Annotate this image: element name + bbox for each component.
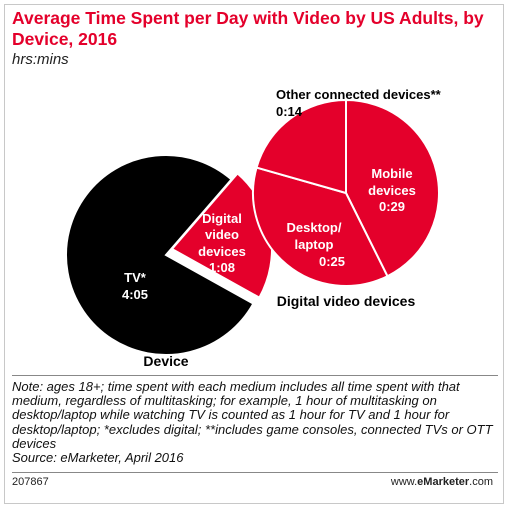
slice-mobile-devices	[345, 98, 440, 278]
digital-pie	[252, 98, 440, 287]
slice-other-connected-devices	[255, 98, 347, 195]
chart-note: Note: ages 18+; time spent with each med…	[12, 379, 500, 466]
digital-label-line3: devices	[198, 244, 246, 259]
slice-tv	[65, 154, 255, 356]
device-pie	[65, 154, 273, 356]
desktop-value: 0:25	[319, 254, 345, 269]
other-label: Other connected devices**	[276, 87, 442, 102]
brand-prefix: www.	[390, 476, 418, 488]
mobile-value: 0:29	[379, 199, 405, 214]
chart-id: 207867	[12, 476, 49, 488]
digital-label-line1: Digital	[202, 211, 242, 226]
brand-link[interactable]: www.eMarketer.com	[391, 476, 493, 488]
tv-label: TV*	[124, 270, 147, 285]
mobile-label-line2: devices	[368, 183, 416, 198]
digital-label-line2: video	[205, 227, 239, 242]
source-text: Source: eMarketer, April 2016	[12, 450, 184, 466]
desktop-label-line2: laptop	[295, 237, 334, 252]
note-text: Note: ages 18+; time spent with each med…	[12, 379, 493, 451]
footer-divider	[12, 472, 498, 473]
chart-title: Average Time Spent per Day with Video by…	[12, 8, 484, 49]
tv-value: 4:05	[122, 287, 148, 302]
chart-frame	[4, 4, 504, 504]
chart-subtitle: hrs:mins	[12, 51, 69, 68]
slice-desktop-laptop	[252, 166, 389, 287]
note-divider	[12, 375, 498, 376]
mobile-label-line1: Mobile	[371, 166, 412, 181]
brand-suffix: .com	[469, 476, 493, 488]
device-caption: Device	[143, 353, 188, 369]
digital-value: 1:08	[209, 260, 235, 275]
desktop-label-line1: Desktop/	[287, 220, 342, 235]
other-value: 0:14	[276, 104, 303, 119]
digital-caption: Digital video devices	[277, 293, 416, 309]
brand-name: eMarketer	[417, 476, 470, 488]
